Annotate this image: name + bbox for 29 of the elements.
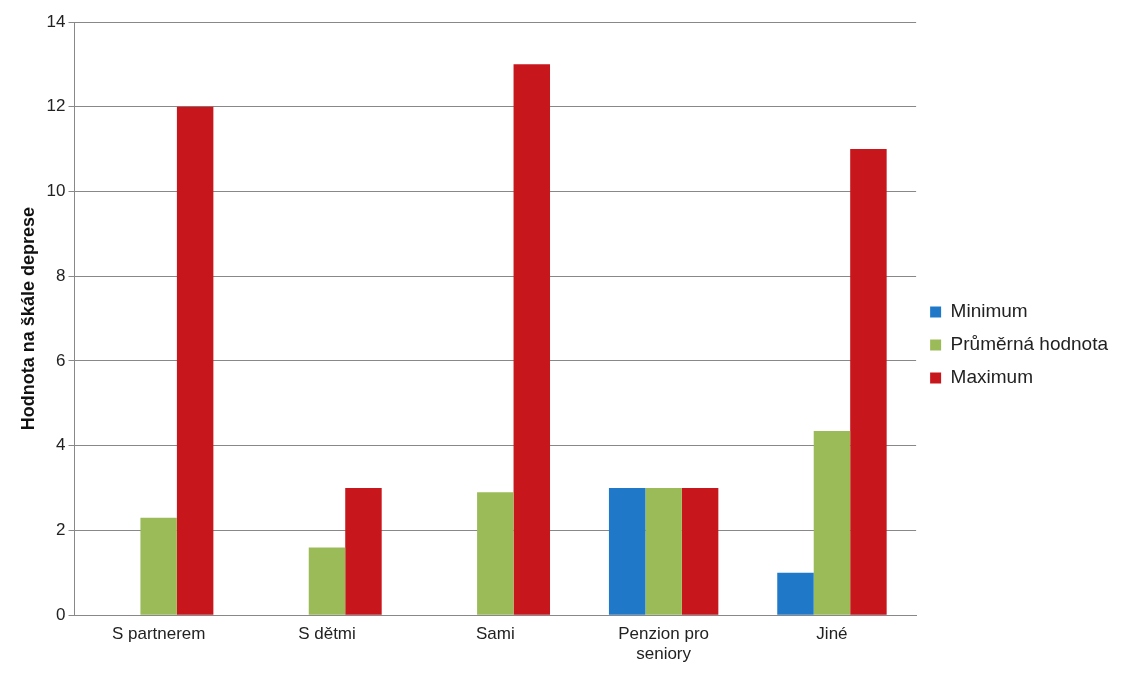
bar <box>308 547 346 615</box>
y-axis-title: Hodnota na škále deprese <box>17 207 38 431</box>
y-tick-label: 4 <box>56 435 66 455</box>
bar <box>477 492 514 615</box>
bar <box>777 572 814 615</box>
bar <box>140 517 177 615</box>
y-tick-label: 6 <box>56 350 66 370</box>
x-tick-label: Jiné <box>816 624 848 644</box>
x-tick-label: Penzion pro seniory <box>618 624 709 664</box>
x-tick-label: S partnerem <box>111 624 206 644</box>
y-tick-label: 8 <box>56 265 66 285</box>
x-tick-label: Sami <box>475 624 515 644</box>
bar <box>850 149 887 615</box>
bar <box>608 488 646 615</box>
legend-label: Průměrná hodnota <box>950 333 1109 355</box>
y-tick-label: 10 <box>46 181 66 201</box>
bar <box>813 430 851 615</box>
bar <box>345 488 382 615</box>
y-tick-label: 2 <box>56 520 66 540</box>
x-tick-label: S dětmi <box>298 624 356 644</box>
legend-label: Minimum <box>950 300 1028 322</box>
y-tick-label: 0 <box>56 604 66 624</box>
bar <box>681 488 719 615</box>
y-tick-label: 12 <box>46 96 66 116</box>
y-tick-label: 14 <box>46 11 66 31</box>
bar <box>176 106 214 615</box>
legend-label: Maximum <box>950 366 1033 388</box>
bar <box>645 488 682 615</box>
bar <box>513 64 551 615</box>
